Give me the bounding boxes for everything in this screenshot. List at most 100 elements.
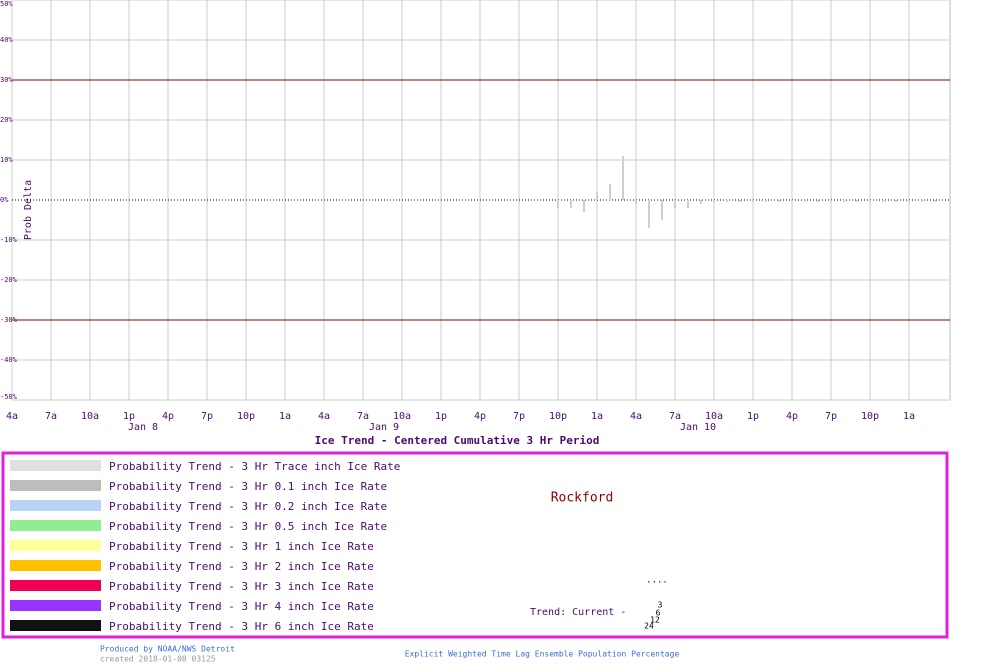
bar [635,200,637,204]
legend-swatch [10,600,101,611]
y-tick-label: -30% [0,316,18,324]
legend-swatch [10,500,101,511]
y-tick-label: -10% [0,236,18,244]
trend-label: Trend: Current - [530,607,626,618]
x-tick-label: 7p [513,411,525,422]
y-tick-label: -50% [0,393,18,401]
credit: Produced by NOAA/NWS Detroit [100,645,235,654]
y-tick-label: -40% [0,356,18,364]
x-tick-label: 1p [123,411,135,422]
legend-label: Probability Trend - 3 Hr 0.5 inch Ice Ra… [109,520,387,533]
bar [648,200,650,228]
legend-box [1,451,949,639]
y-tick-label: 50% [0,0,13,8]
bar [609,184,611,200]
chart-title: Ice Trend - Centered Cumulative 3 Hr Per… [315,434,600,447]
trend-hour: 12 [650,616,660,625]
bar [661,200,663,220]
bar [687,200,689,208]
bar [713,200,715,202]
x-tick-label: 10a [705,411,723,422]
trend-hour: 3 [658,601,663,610]
x-tick-label: 7p [825,411,837,422]
bar [843,200,845,202]
legend-swatch [10,520,101,531]
y-tick-label: 10% [0,156,13,164]
bar [895,200,897,202]
x-tick-label: 1a [279,411,291,422]
x-tick-label: 4a [318,411,330,422]
legend-label: Probability Trend - 3 Hr Trace inch Ice … [109,460,400,473]
day-label: Jan 9 [369,422,399,433]
y-tick-label: 30% [0,76,13,84]
legend-label: Probability Trend - 3 Hr 0.1 inch Ice Ra… [109,480,387,493]
x-tick-label: 4p [162,411,174,422]
bar [921,200,923,202]
x-tick-label: 7a [45,411,57,422]
legend-label: Probability Trend - 3 Hr 3 inch Ice Rate [109,580,374,593]
legend-swatch [10,540,101,551]
x-tick-label: 10p [549,411,567,422]
bar [726,200,728,202]
bar [752,200,754,202]
bar [856,200,858,202]
bar [778,200,780,202]
legend-label: Probability Trend - 3 Hr 1 inch Ice Rate [109,540,374,553]
legend-label: Probability Trend - 3 Hr 0.2 inch Ice Ra… [109,500,387,513]
legend-swatch [10,560,101,571]
bar [869,200,871,202]
x-tick-label: 7p [201,411,213,422]
legend-swatch [10,460,101,471]
x-tick-label: 4p [786,411,798,422]
x-tick-label: 4a [6,411,18,422]
bar [583,200,585,212]
bar [570,200,572,208]
footnote: Explicit Weighted Time Lag Ensemble Popu… [405,650,680,659]
bar [817,200,819,202]
x-tick-label: 1a [591,411,603,422]
bar [804,200,806,202]
x-tick-label: 1a [903,411,915,422]
trend-marker: .... [646,576,668,586]
legend-swatch [10,620,101,631]
legend-label: Probability Trend - 3 Hr 2 inch Ice Rate [109,560,374,573]
y-tick-label: 40% [0,36,13,44]
y-tick-label: 20% [0,116,13,124]
y-tick-label: -20% [0,276,18,284]
x-tick-label: 4a [630,411,642,422]
bar [830,200,832,202]
x-tick-label: 10p [861,411,879,422]
x-tick-label: 1p [435,411,447,422]
x-tick-label: 10a [393,411,411,422]
y-axis-label: Prob Delta [23,180,34,240]
legend-swatch [10,580,101,591]
trend-hour: 24 [644,622,654,631]
bar [700,200,702,204]
x-tick-label: 1p [747,411,759,422]
x-tick-label: 10a [81,411,99,422]
bar [557,200,559,208]
legend-label: Probability Trend - 3 Hr 4 inch Ice Rate [109,600,374,613]
day-label: Jan 10 [680,422,716,433]
x-tick-label: 7a [669,411,681,422]
day-label: Jan 8 [128,422,158,433]
created: created 2018-01-08 03125 [100,655,216,664]
bar [908,200,910,202]
bar [596,192,598,200]
x-tick-label: 10p [237,411,255,422]
bar [674,200,676,208]
bar [882,200,884,202]
legend-swatch [10,480,101,491]
bar [739,200,741,202]
legend-label: Probability Trend - 3 Hr 6 inch Ice Rate [109,620,374,633]
bar [791,200,793,202]
location: Rockford [551,491,614,506]
trend-hour: 6 [656,609,661,618]
y-tick-label: 0% [0,196,9,204]
x-tick-label: 7a [357,411,369,422]
bar [622,156,624,200]
x-tick-label: 4p [474,411,486,422]
bar [934,200,936,202]
bar [765,200,767,202]
